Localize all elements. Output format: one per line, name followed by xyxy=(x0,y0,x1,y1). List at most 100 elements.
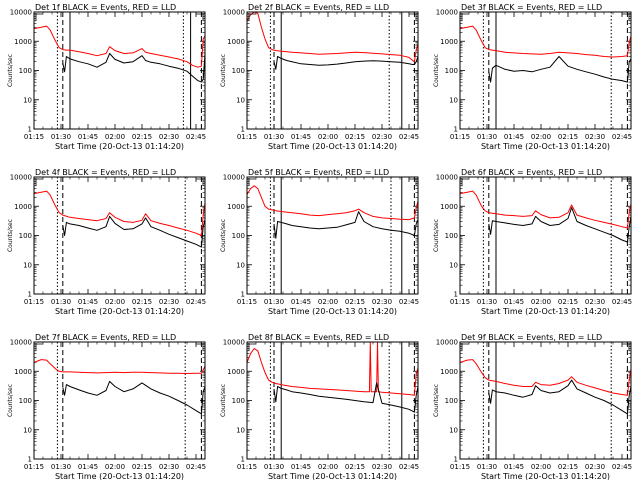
y-tick-label: 10000 xyxy=(10,9,32,17)
corner-mark xyxy=(248,178,256,186)
x-tick-label: 02:45 xyxy=(612,298,632,306)
series-line-lld xyxy=(247,342,418,396)
y-tick-label: 10 xyxy=(23,96,32,104)
corner-mark xyxy=(461,343,469,351)
y-tick-label: 10000 xyxy=(436,9,458,17)
plot-title: Det 1f BLACK = Events, RED = LLD xyxy=(35,3,176,12)
x-tick-label: 02:00 xyxy=(105,298,125,306)
x-axis-label: Start Time (20-Oct-13 01:14:20) xyxy=(268,142,397,151)
series-line-lld xyxy=(247,185,418,221)
x-tick-label: 01:45 xyxy=(291,133,311,141)
x-tick-label: 01:15 xyxy=(450,133,470,141)
x-tick-label: 02:45 xyxy=(612,133,632,141)
corner-mark xyxy=(409,343,417,351)
x-tick-label: 02:30 xyxy=(585,298,605,306)
y-tick-label: 10000 xyxy=(223,174,245,182)
x-tick-label: 02:30 xyxy=(372,298,392,306)
x-tick-label: 02:15 xyxy=(558,298,578,306)
corner-mark xyxy=(409,178,417,186)
corner-mark xyxy=(196,178,204,186)
x-tick-label: 02:45 xyxy=(186,463,206,471)
plot-title: Det 4f BLACK = Events, RED = LLD xyxy=(35,168,176,177)
y-tick-label: 1 xyxy=(241,291,245,299)
y-tick-label: 10 xyxy=(23,426,32,434)
x-tick-label: 02:15 xyxy=(132,298,152,306)
detector-plot-1: Det 1f BLACK = Events, RED = LLD Counts/s… xyxy=(7,3,206,151)
x-tick-label: 01:15 xyxy=(450,463,470,471)
x-tick-label: 01:45 xyxy=(78,463,98,471)
corner-mark xyxy=(248,13,256,21)
x-tick-label: 01:15 xyxy=(450,298,470,306)
y-tick-label: 1000 xyxy=(440,203,458,211)
plot-frame xyxy=(33,176,206,295)
x-tick-label: 02:45 xyxy=(186,133,206,141)
detector-plot-3: Det 3f BLACK = Events, RED = LLD Counts/s… xyxy=(433,3,632,151)
y-tick-label: 100 xyxy=(19,397,32,405)
y-tick-label: 1000 xyxy=(14,368,32,376)
y-tick-label: 1 xyxy=(241,456,245,464)
plot-title: Det 3f BLACK = Events, RED = LLD xyxy=(461,3,602,12)
plot-title: Det 6f BLACK = Events, RED = LLD xyxy=(461,168,602,177)
y-tick-label: 10 xyxy=(449,261,458,269)
y-axis-label: Counts/sec xyxy=(220,384,227,417)
x-tick-label: 01:45 xyxy=(504,463,524,471)
x-tick-label: 01:45 xyxy=(504,298,524,306)
x-tick-label: 02:00 xyxy=(531,298,551,306)
y-axis-label: Counts/sec xyxy=(7,219,14,252)
x-axis-label: Start Time (20-Oct-13 01:14:20) xyxy=(481,142,610,151)
y-tick-label: 100 xyxy=(445,397,458,405)
plot-title: Det 7f BLACK = Events, RED = LLD xyxy=(35,333,176,342)
y-axis-label: Counts/sec xyxy=(7,54,14,87)
corner-mark xyxy=(461,13,469,21)
x-tick-label: 01:45 xyxy=(291,463,311,471)
x-tick-label: 01:15 xyxy=(24,463,44,471)
detector-plot-9: Det 9f BLACK = Events, RED = LLD Counts/s… xyxy=(433,333,632,480)
x-tick-label: 02:15 xyxy=(345,298,365,306)
y-tick-label: 1000 xyxy=(227,368,245,376)
x-tick-label: 02:45 xyxy=(399,133,419,141)
plot-frame xyxy=(246,176,419,295)
y-tick-label: 10000 xyxy=(223,9,245,17)
plot-frame xyxy=(459,341,632,460)
x-axis-label: Start Time (20-Oct-13 01:14:20) xyxy=(481,307,610,316)
x-tick-label: 02:15 xyxy=(132,463,152,471)
x-tick-label: 01:45 xyxy=(78,298,98,306)
corner-mark xyxy=(622,178,630,186)
corner-mark xyxy=(622,13,630,21)
series-line-events xyxy=(488,379,631,415)
y-axis-label: Counts/sec xyxy=(7,384,14,417)
x-tick-label: 01:45 xyxy=(504,133,524,141)
y-axis-label: Counts/sec xyxy=(433,54,440,87)
corner-mark xyxy=(461,178,469,186)
y-tick-label: 100 xyxy=(232,397,245,405)
x-tick-label: 02:15 xyxy=(132,133,152,141)
series-line-lld xyxy=(34,190,205,236)
x-tick-label: 01:15 xyxy=(24,298,44,306)
y-tick-label: 100 xyxy=(19,232,32,240)
detector-plot-2: Det 2f BLACK = Events, RED = LLD Counts/s… xyxy=(220,3,419,151)
x-tick-label: 01:30 xyxy=(477,133,497,141)
y-tick-label: 10000 xyxy=(223,339,245,347)
x-tick-label: 01:30 xyxy=(264,133,284,141)
y-tick-label: 100 xyxy=(445,67,458,75)
plot-title: Det 2f BLACK = Events, RED = LLD xyxy=(248,3,389,12)
x-tick-label: 02:45 xyxy=(399,463,419,471)
series-line-lld xyxy=(34,359,205,374)
plot-frame xyxy=(246,11,419,130)
x-tick-label: 02:45 xyxy=(399,298,419,306)
series-line-lld xyxy=(460,359,631,396)
y-tick-label: 1000 xyxy=(14,203,32,211)
x-tick-label: 01:45 xyxy=(291,298,311,306)
x-tick-label: 02:45 xyxy=(186,298,206,306)
plot-frame xyxy=(459,11,632,130)
x-tick-label: 01:30 xyxy=(264,298,284,306)
y-tick-label: 10 xyxy=(449,426,458,434)
y-tick-label: 1 xyxy=(241,126,245,134)
x-tick-label: 02:15 xyxy=(558,133,578,141)
x-tick-label: 02:15 xyxy=(558,463,578,471)
x-tick-label: 02:00 xyxy=(105,133,125,141)
detector-plot-6: Det 6f BLACK = Events, RED = LLD Counts/s… xyxy=(433,168,632,316)
y-tick-label: 100 xyxy=(232,232,245,240)
series-line-lld xyxy=(460,25,631,58)
x-axis-label: Start Time (20-Oct-13 01:14:20) xyxy=(55,472,184,480)
